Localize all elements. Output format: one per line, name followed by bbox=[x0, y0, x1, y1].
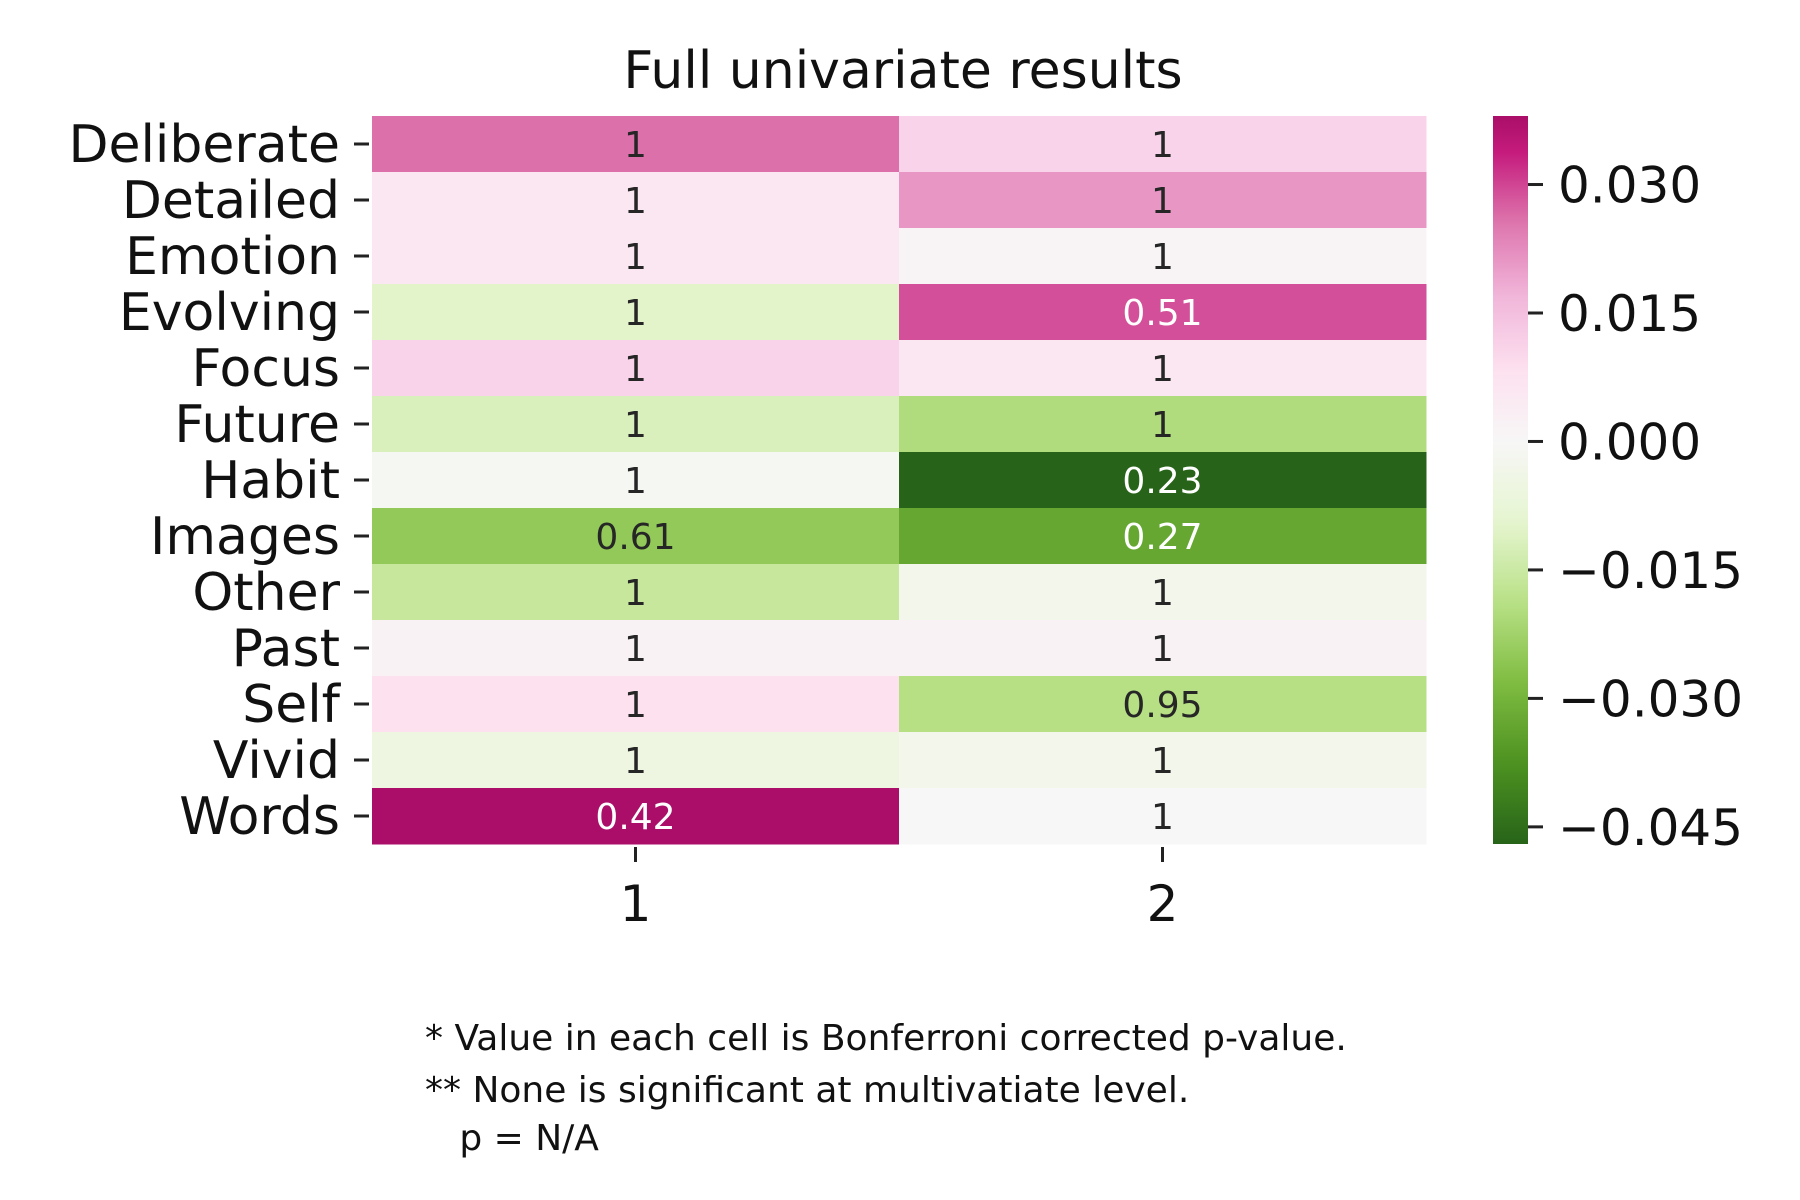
y-axis: DeliberateDetailedEmotionEvolvingFocusFu… bbox=[68, 115, 369, 847]
heatmap-cell bbox=[899, 228, 1427, 285]
y-tick-label: Evolving bbox=[119, 283, 340, 343]
cell-value-label: 0.23 bbox=[1122, 461, 1202, 502]
y-tick-label: Deliberate bbox=[68, 115, 340, 175]
heatmap-cell bbox=[899, 116, 1427, 173]
colorbar-tick-label: 0.015 bbox=[1558, 285, 1701, 343]
x-tick-label: 1 bbox=[620, 875, 652, 933]
y-tick-label: Future bbox=[174, 395, 340, 455]
cell-value-label: 1 bbox=[624, 629, 647, 670]
cell-value-label: 1 bbox=[1151, 181, 1174, 222]
heatmap-cell bbox=[372, 340, 900, 397]
cell-value-label: 1 bbox=[1151, 237, 1174, 278]
y-tick-label: Focus bbox=[191, 339, 340, 399]
colorbar-tick-label: 0.030 bbox=[1558, 157, 1701, 215]
heatmap-cell bbox=[372, 284, 900, 341]
heatmap-cell bbox=[372, 564, 900, 621]
y-tick-label: Detailed bbox=[122, 171, 340, 231]
heatmap-cell bbox=[899, 172, 1427, 229]
cell-value-label: 1 bbox=[1151, 125, 1174, 166]
colorbar: 0.030 0.015 0.000 −0.015 −0.030 −0.045 bbox=[1493, 116, 1743, 857]
y-tick-label: Emotion bbox=[125, 227, 340, 287]
heatmap-cell bbox=[372, 788, 900, 845]
cell-value-label: 1 bbox=[624, 461, 647, 502]
heatmap-cell bbox=[372, 116, 900, 173]
heatmap-cell bbox=[372, 732, 900, 789]
y-tick-label: Past bbox=[232, 619, 340, 679]
cell-value-label: 0.61 bbox=[595, 517, 675, 558]
heatmap-cell bbox=[899, 340, 1427, 397]
cell-value-label: 1 bbox=[624, 125, 647, 166]
colorbar-tick-label: 0.000 bbox=[1558, 413, 1701, 471]
heatmap-cells: 1 1 1 1 1 1 1 0.51 1 1 1 1 1 0.23 0.61 0.27 1 1 1 1 1 0.95 1 1 0… bbox=[372, 116, 1427, 845]
heatmap-cell bbox=[372, 620, 900, 677]
y-tick-label: Self bbox=[242, 675, 341, 735]
colorbar-tick-label: −0.045 bbox=[1558, 799, 1743, 857]
cell-value-label: 0.42 bbox=[595, 797, 675, 838]
cell-value-label: 1 bbox=[1151, 741, 1174, 782]
colorbar-tick-label: −0.030 bbox=[1558, 670, 1743, 728]
cell-value-label: 1 bbox=[1151, 573, 1174, 614]
chart-title: Full univariate results bbox=[623, 41, 1182, 101]
cell-value-label: 1 bbox=[1151, 405, 1174, 446]
footnote-2: ** None is significant at multivatiate l… bbox=[425, 1070, 1190, 1111]
y-tick-label: Images bbox=[150, 507, 340, 567]
heatmap-cell bbox=[372, 508, 900, 565]
cell-value-label: 1 bbox=[624, 181, 647, 222]
y-tick-label: Other bbox=[192, 563, 340, 623]
cell-value-label: 1 bbox=[624, 237, 647, 278]
cell-value-label: 1 bbox=[624, 293, 647, 334]
heatmap-cell bbox=[899, 284, 1427, 341]
heatmap-cell bbox=[372, 172, 900, 229]
cell-value-label: 1 bbox=[624, 349, 647, 390]
x-tick-label: 2 bbox=[1147, 875, 1179, 933]
cell-value-label: 1 bbox=[1151, 629, 1174, 670]
y-tick-label: Words bbox=[179, 787, 340, 847]
cell-value-label: 1 bbox=[624, 741, 647, 782]
heatmap-cell bbox=[899, 620, 1427, 677]
heatmap-cell bbox=[372, 452, 900, 509]
cell-value-label: 0.27 bbox=[1122, 517, 1202, 558]
colorbar-gradient bbox=[1493, 116, 1528, 844]
heatmap-cell bbox=[899, 396, 1427, 453]
footnote-3: p = N/A bbox=[425, 1118, 599, 1159]
heatmap-cell bbox=[899, 732, 1427, 789]
cell-value-label: 0.95 bbox=[1122, 685, 1202, 726]
cell-value-label: 1 bbox=[1151, 349, 1174, 390]
heatmap-cell bbox=[372, 396, 900, 453]
heatmap-cell bbox=[899, 508, 1427, 565]
colorbar-tick-label: −0.015 bbox=[1558, 542, 1743, 600]
heatmap-cell bbox=[372, 676, 900, 733]
cell-value-label: 1 bbox=[1151, 797, 1174, 838]
heatmap-cell bbox=[899, 564, 1427, 621]
y-tick-label: Vivid bbox=[213, 731, 340, 791]
cell-value-label: 1 bbox=[624, 573, 647, 614]
cell-value-label: 0.51 bbox=[1122, 293, 1202, 334]
heatmap-cell bbox=[899, 788, 1427, 845]
heatmap-cell bbox=[899, 676, 1427, 733]
cell-value-label: 1 bbox=[624, 685, 647, 726]
heatmap-cell bbox=[372, 228, 900, 285]
cell-value-label: 1 bbox=[624, 405, 647, 446]
heatmap-cell bbox=[899, 452, 1427, 509]
footnote-1: * Value in each cell is Bonferroni corre… bbox=[425, 1018, 1347, 1059]
y-tick-label: Habit bbox=[201, 451, 340, 511]
